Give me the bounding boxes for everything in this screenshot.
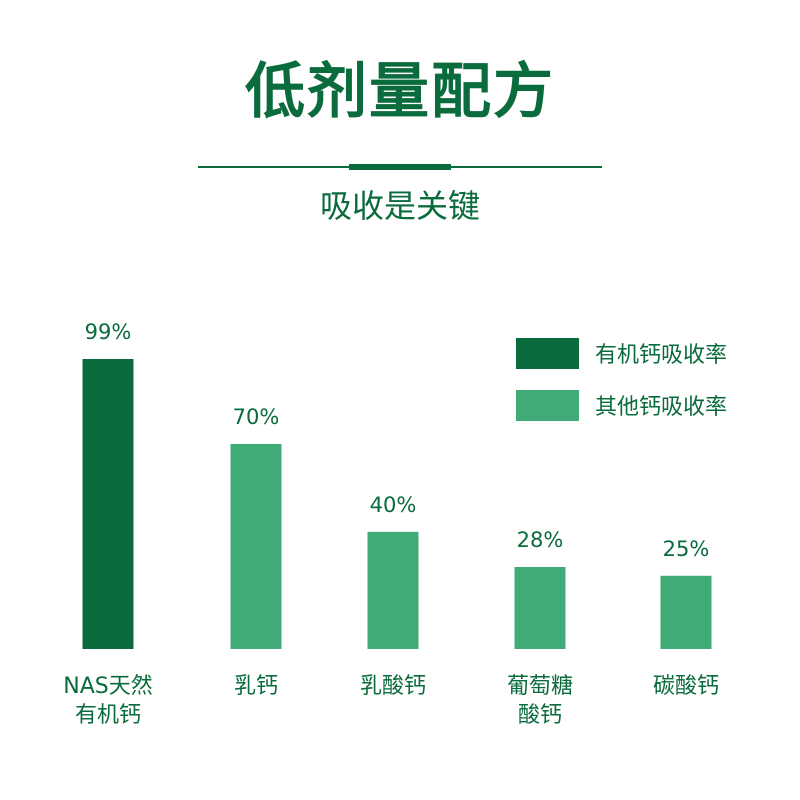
bar-3 xyxy=(514,566,566,649)
page-subtitle: 吸收是关键 xyxy=(319,187,480,225)
bar-value-label-2: 40% xyxy=(370,493,417,517)
page-title: 低剂量配方 xyxy=(245,57,555,127)
legend-swatch-other xyxy=(516,389,579,421)
category-label-1: 乳钙 xyxy=(234,674,278,699)
chart-legend: 有机钙吸收率 其他钙吸收率 xyxy=(516,337,727,441)
bar-value-label-1: 70% xyxy=(233,405,280,429)
bar-value-label-4: 25% xyxy=(663,537,710,561)
category-label-2: 乳酸钙 xyxy=(360,674,426,699)
bar-0 xyxy=(82,359,134,649)
bar-value-label-3: 28% xyxy=(517,528,564,552)
bar-1 xyxy=(230,443,282,649)
bar-value-label-0: 99% xyxy=(85,320,132,344)
legend-label-other: 其他钙吸收率 xyxy=(595,395,728,420)
legend-item-other: 其他钙吸收率 xyxy=(516,389,727,421)
category-label-4: 碳酸钙 xyxy=(653,674,719,699)
title-divider-accent xyxy=(349,164,451,170)
legend-swatch-organic xyxy=(516,337,579,369)
legend-item-organic: 有机钙吸收率 xyxy=(516,337,727,369)
legend-label-organic: 有机钙吸收率 xyxy=(595,343,728,368)
category-label-0: NAS天然有机钙 xyxy=(63,674,152,728)
bar-4 xyxy=(660,575,712,649)
category-label-3: 葡萄糖酸钙 xyxy=(507,674,573,728)
bar-2 xyxy=(367,531,419,649)
